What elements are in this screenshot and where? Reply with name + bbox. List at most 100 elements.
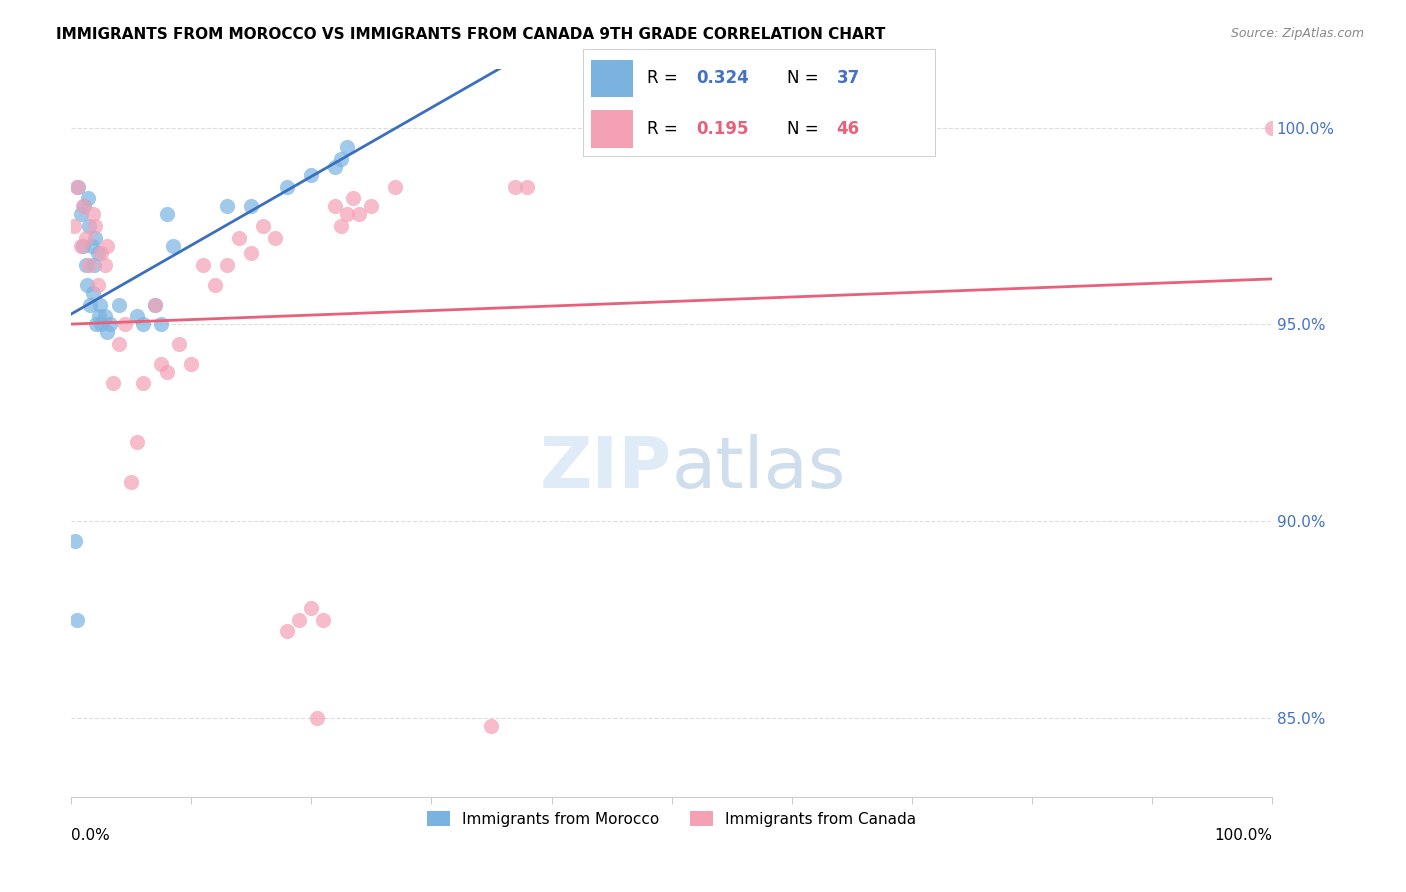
Text: 0.195: 0.195 bbox=[696, 120, 748, 138]
FancyBboxPatch shape bbox=[591, 110, 633, 147]
Point bbox=[336, 207, 359, 221]
Point bbox=[481, 719, 503, 733]
Point bbox=[240, 246, 263, 260]
Point bbox=[299, 168, 322, 182]
Point bbox=[94, 310, 117, 324]
Point bbox=[96, 238, 118, 252]
Point bbox=[217, 258, 239, 272]
Point bbox=[276, 624, 298, 639]
Point bbox=[1261, 120, 1284, 135]
Point bbox=[312, 613, 335, 627]
Point bbox=[264, 231, 287, 245]
Point bbox=[108, 337, 131, 351]
Text: 37: 37 bbox=[837, 69, 860, 87]
Point bbox=[299, 600, 322, 615]
Point bbox=[75, 258, 97, 272]
Point bbox=[156, 207, 179, 221]
Point bbox=[132, 318, 155, 332]
Point bbox=[325, 199, 347, 213]
Point bbox=[252, 219, 274, 233]
Text: IMMIGRANTS FROM MOROCCO VS IMMIGRANTS FROM CANADA 9TH GRADE CORRELATION CHART: IMMIGRANTS FROM MOROCCO VS IMMIGRANTS FR… bbox=[56, 27, 886, 42]
Point bbox=[86, 277, 108, 292]
Point bbox=[89, 298, 111, 312]
Point bbox=[336, 140, 359, 154]
Text: R =: R = bbox=[647, 69, 683, 87]
Point bbox=[276, 179, 298, 194]
Point bbox=[94, 258, 117, 272]
Point bbox=[84, 219, 107, 233]
Point bbox=[66, 613, 89, 627]
Point bbox=[77, 191, 100, 205]
Point bbox=[384, 179, 406, 194]
Point bbox=[150, 357, 173, 371]
Point bbox=[82, 207, 104, 221]
Point bbox=[75, 231, 97, 245]
Text: ZIP: ZIP bbox=[540, 434, 672, 503]
Point bbox=[86, 318, 108, 332]
Point bbox=[70, 207, 93, 221]
Point bbox=[180, 357, 202, 371]
Point bbox=[127, 310, 149, 324]
Point bbox=[79, 298, 101, 312]
Point bbox=[342, 191, 364, 205]
Point bbox=[330, 219, 353, 233]
Point bbox=[516, 179, 538, 194]
Point bbox=[72, 238, 94, 252]
Point bbox=[288, 613, 311, 627]
Text: 100.0%: 100.0% bbox=[1213, 828, 1272, 843]
Legend: Immigrants from Morocco, Immigrants from Canada: Immigrants from Morocco, Immigrants from… bbox=[420, 805, 922, 832]
Point bbox=[120, 475, 142, 489]
Point bbox=[132, 376, 155, 391]
Point bbox=[96, 325, 118, 339]
Point bbox=[360, 199, 382, 213]
Text: N =: N = bbox=[787, 120, 824, 138]
Point bbox=[330, 152, 353, 166]
Point bbox=[162, 238, 184, 252]
Point bbox=[505, 179, 527, 194]
Point bbox=[77, 219, 100, 233]
Point bbox=[143, 298, 166, 312]
Point bbox=[240, 199, 263, 213]
Point bbox=[63, 533, 86, 548]
Point bbox=[90, 318, 112, 332]
Point bbox=[87, 310, 110, 324]
Point bbox=[67, 179, 90, 194]
Point bbox=[204, 277, 226, 292]
Point bbox=[143, 298, 166, 312]
Text: N =: N = bbox=[787, 69, 824, 87]
Point bbox=[86, 246, 108, 260]
Point bbox=[217, 199, 239, 213]
Point bbox=[62, 219, 84, 233]
Point bbox=[70, 238, 93, 252]
Point bbox=[80, 238, 103, 252]
Point bbox=[82, 285, 104, 300]
Point bbox=[108, 298, 131, 312]
Point bbox=[325, 160, 347, 174]
Point bbox=[76, 277, 98, 292]
Text: 0.324: 0.324 bbox=[696, 69, 749, 87]
Point bbox=[228, 231, 250, 245]
Text: R =: R = bbox=[647, 120, 683, 138]
Point bbox=[72, 199, 94, 213]
Text: 0.0%: 0.0% bbox=[72, 828, 110, 843]
Point bbox=[127, 435, 149, 450]
Point bbox=[156, 365, 179, 379]
Point bbox=[66, 179, 89, 194]
Point bbox=[83, 258, 105, 272]
Point bbox=[98, 318, 121, 332]
Point bbox=[169, 337, 191, 351]
Text: Source: ZipAtlas.com: Source: ZipAtlas.com bbox=[1230, 27, 1364, 40]
Point bbox=[193, 258, 215, 272]
Point bbox=[150, 318, 173, 332]
Point bbox=[84, 231, 107, 245]
Text: 46: 46 bbox=[837, 120, 859, 138]
Point bbox=[114, 318, 136, 332]
Text: atlas: atlas bbox=[672, 434, 846, 503]
Point bbox=[73, 199, 96, 213]
Point bbox=[349, 207, 371, 221]
FancyBboxPatch shape bbox=[591, 60, 633, 97]
Point bbox=[90, 246, 112, 260]
Point bbox=[77, 258, 100, 272]
Point bbox=[307, 711, 329, 725]
Point bbox=[103, 376, 125, 391]
